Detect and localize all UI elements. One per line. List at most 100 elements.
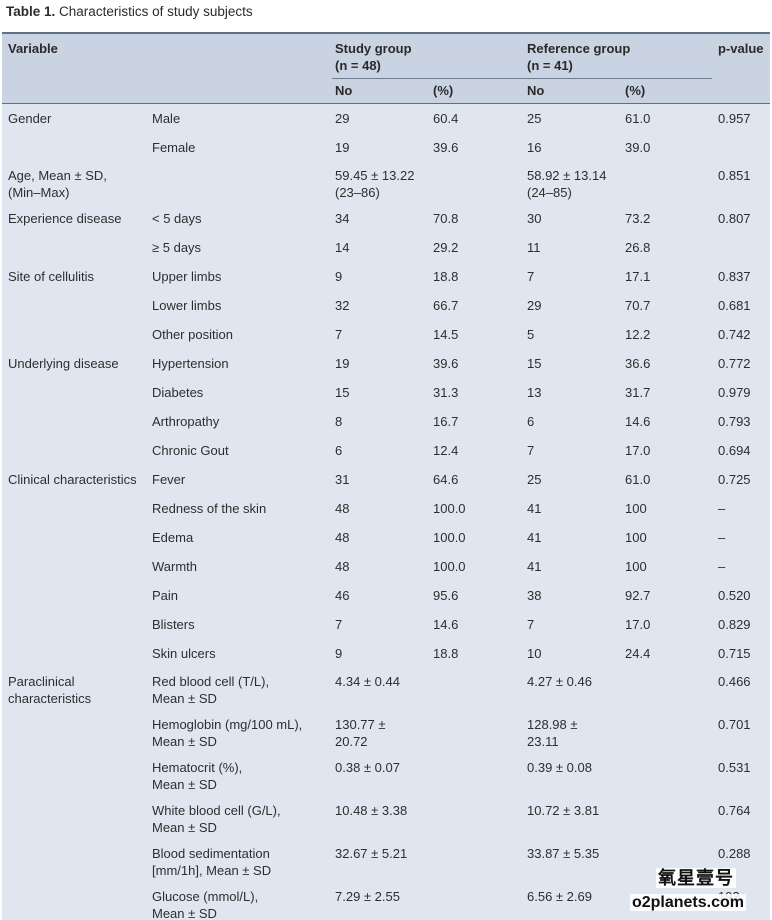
- study-pct-cell: 64.6: [433, 472, 459, 487]
- subvariable-cell: < 5 days: [152, 211, 202, 226]
- study-no-cell: 32: [335, 298, 350, 313]
- subvariable-cell: Chronic Gout: [152, 443, 229, 458]
- p-value-cell: 0.851: [718, 168, 751, 183]
- study-pct-cell: 60.4: [433, 111, 459, 126]
- study-pct-cell: 31.3: [433, 385, 459, 400]
- reference-pct-cell: 92.7: [625, 588, 651, 603]
- study-no-cell: 10.48 ± 3.38: [335, 803, 408, 818]
- p-value-cell: 0.837: [718, 269, 751, 284]
- study-pct-cell: 14.5: [433, 327, 459, 342]
- reference-no-cell: 25: [527, 472, 542, 487]
- reference-pct-cell: 26.8: [625, 240, 651, 255]
- p-value-cell: 0.715: [718, 646, 751, 661]
- subvariable-cell: Arthropathy: [152, 414, 220, 429]
- study-no-cell: 48: [335, 559, 350, 574]
- subvariable-cell: Mean ± SD: [152, 906, 217, 920]
- study-pct-cell: 100.0: [433, 559, 466, 574]
- p-value-cell: –: [718, 559, 726, 574]
- p-value-cell: 0.531: [718, 760, 751, 775]
- reference-pct-cell: 24.4: [625, 646, 651, 661]
- study-no-cell: 14: [335, 240, 350, 255]
- subvariable-cell: Mean ± SD: [152, 820, 217, 835]
- study-no-cell: 0.38 ± 0.07: [335, 760, 400, 775]
- reference-pct-cell: 100: [625, 559, 647, 574]
- subvariable-cell: Lower limbs: [152, 298, 222, 313]
- subvariable-cell: Mean ± SD: [152, 734, 217, 749]
- reference-pct-cell: 36.6: [625, 356, 651, 371]
- header-study-pct: (%): [433, 83, 454, 98]
- study-pct-cell: 95.6: [433, 588, 459, 603]
- subvariable-cell: Edema: [152, 530, 194, 545]
- reference-pct-cell: 17.1: [625, 269, 651, 284]
- subvariable-cell: Glucose (mmol/L),: [152, 889, 259, 904]
- p-value-cell: 0.694: [718, 443, 751, 458]
- reference-no-cell: 6.56 ± 2.69: [527, 889, 592, 904]
- reference-no-cell: 33.87 ± 5.35: [527, 846, 600, 861]
- reference-no-cell: 58.92 ± 13.14: [527, 168, 607, 183]
- study-no-cell: 48: [335, 501, 350, 516]
- reference-no-cell: 5: [527, 327, 535, 342]
- p-value-cell: –: [718, 501, 726, 516]
- variable-cell: Site of cellulitis: [8, 269, 94, 284]
- reference-pct-cell: 31.7: [625, 385, 651, 400]
- subvariable-cell: Female: [152, 140, 196, 155]
- subvariable-cell: ≥ 5 days: [152, 240, 202, 255]
- reference-pct-cell: 100: [625, 530, 647, 545]
- reference-no-cell: 30: [527, 211, 542, 226]
- p-value-cell: 0.829: [718, 617, 751, 632]
- variable-cell: characteristics: [8, 691, 92, 706]
- header-reference-pct: (%): [625, 83, 646, 98]
- table-header: Variable Study group (n = 48) Reference …: [2, 32, 770, 104]
- reference-pct-cell: 12.2: [625, 327, 651, 342]
- subvariable-cell: Redness of the skin: [152, 501, 267, 516]
- header-reference-group: Reference group: [527, 41, 631, 56]
- study-no-cell: 29: [335, 111, 350, 126]
- p-value-cell: 0.742: [718, 327, 751, 342]
- reference-no-cell: 6: [527, 414, 535, 429]
- p-value-cell: 0.681: [718, 298, 751, 313]
- variable-cell: Age, Mean ± SD,: [8, 168, 107, 183]
- characteristics-table: Variable Study group (n = 48) Reference …: [2, 32, 770, 920]
- subvariable-cell: Mean ± SD: [152, 777, 217, 792]
- study-no-cell: 9: [335, 646, 343, 661]
- subvariable-cell: Blisters: [152, 617, 195, 632]
- subvariable-cell: Diabetes: [152, 385, 204, 400]
- subvariable-cell: Upper limbs: [152, 269, 222, 284]
- p-value-cell: –: [718, 530, 726, 545]
- caption-label: Table 1.: [6, 4, 56, 19]
- study-no-cell: 20.72: [335, 734, 368, 749]
- study-no-cell: 8: [335, 414, 343, 429]
- reference-no-cell: (24–85): [527, 185, 572, 200]
- p-value-cell: 0.807: [718, 211, 751, 226]
- subvariable-cell: Skin ulcers: [152, 646, 216, 661]
- subvariable-cell: Other position: [152, 327, 233, 342]
- study-no-cell: 9: [335, 269, 343, 284]
- study-pct-cell: 29.2: [433, 240, 459, 255]
- reference-pct-cell: 61.0: [625, 111, 651, 126]
- p-value-cell: 0.957: [718, 111, 751, 126]
- study-no-cell: 46: [335, 588, 350, 603]
- header-reference-n: (n = 41): [527, 58, 573, 73]
- subvariable-cell: Blood sedimentation: [152, 846, 270, 861]
- reference-no-cell: 13: [527, 385, 542, 400]
- subvariable-cell: Mean ± SD: [152, 691, 217, 706]
- watermark-domain: o2planets.com: [629, 894, 746, 911]
- study-pct-cell: 70.8: [433, 211, 459, 226]
- watermark-chinese: 氧星壹号: [656, 868, 736, 888]
- subvariable-cell: Hypertension: [152, 356, 229, 371]
- study-no-cell: 31: [335, 472, 350, 487]
- study-no-cell: 48: [335, 530, 350, 545]
- reference-no-cell: 25: [527, 111, 542, 126]
- reference-pct-cell: 39.0: [625, 140, 651, 155]
- subvariable-cell: Pain: [152, 588, 179, 603]
- header-reference-no: No: [527, 83, 545, 98]
- reference-no-cell: 4.27 ± 0.46: [527, 674, 592, 689]
- caption-text: Characteristics of study subjects: [59, 4, 253, 19]
- study-pct-cell: 18.8: [433, 646, 459, 661]
- p-value-cell: 0.520: [718, 588, 751, 603]
- reference-no-cell: 7: [527, 617, 535, 632]
- reference-no-cell: 7: [527, 443, 535, 458]
- subvariable-cell: Male: [152, 111, 181, 126]
- variable-cell: Paraclinical: [8, 674, 75, 689]
- p-value-cell: 0.701: [718, 717, 751, 732]
